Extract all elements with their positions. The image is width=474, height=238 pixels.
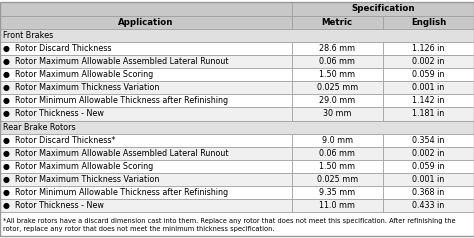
Bar	[0, 29, 474, 42]
Text: ●  Rotor Thickness - New: ● Rotor Thickness - New	[3, 201, 104, 210]
Bar	[0, 160, 292, 173]
Text: ●  Rotor Discard Thickness: ● Rotor Discard Thickness	[3, 44, 111, 53]
Bar	[383, 68, 474, 81]
Bar	[0, 134, 292, 147]
Bar	[0, 212, 474, 236]
Text: 30 mm: 30 mm	[323, 109, 352, 119]
Bar	[383, 107, 474, 120]
Text: 0.001 in: 0.001 in	[412, 175, 445, 184]
Text: English: English	[411, 18, 446, 27]
Text: ●  Rotor Thickness - New: ● Rotor Thickness - New	[3, 109, 104, 119]
Text: rotor, replace any rotor that does not meet the minimum thickness specification.: rotor, replace any rotor that does not m…	[3, 226, 274, 232]
Bar	[383, 186, 474, 199]
Bar	[292, 55, 383, 68]
Bar	[0, 147, 292, 160]
Text: 1.126 in: 1.126 in	[412, 44, 445, 53]
Bar	[0, 173, 292, 186]
Bar	[0, 94, 292, 107]
Bar	[0, 199, 292, 212]
Bar	[292, 42, 383, 55]
Bar	[292, 68, 383, 81]
Text: ●  Rotor Discard Thickness*: ● Rotor Discard Thickness*	[3, 136, 115, 145]
Bar	[383, 147, 474, 160]
Bar	[0, 55, 292, 68]
Bar	[0, 68, 292, 81]
Bar	[292, 147, 383, 160]
Text: 0.368 in: 0.368 in	[412, 188, 445, 197]
Text: 9.0 mm: 9.0 mm	[322, 136, 353, 145]
Text: 0.002 in: 0.002 in	[412, 149, 445, 158]
Text: 11.0 mm: 11.0 mm	[319, 201, 355, 210]
Bar	[383, 134, 474, 147]
Bar	[292, 81, 383, 94]
Text: ●  Rotor Minimum Allowable Thickness after Refinishing: ● Rotor Minimum Allowable Thickness afte…	[3, 188, 228, 197]
Bar	[292, 134, 383, 147]
Text: 9.35 mm: 9.35 mm	[319, 188, 356, 197]
Bar	[383, 160, 474, 173]
Text: 1.181 in: 1.181 in	[412, 109, 445, 119]
Text: *All brake rotors have a discard dimension cast into them. Replace any rotor tha: *All brake rotors have a discard dimensi…	[3, 218, 456, 223]
Text: ●  Rotor Minimum Allowable Thickness after Refinishing: ● Rotor Minimum Allowable Thickness afte…	[3, 96, 228, 105]
Text: Specification: Specification	[351, 5, 414, 13]
Bar	[383, 199, 474, 212]
Bar	[383, 55, 474, 68]
Bar	[292, 186, 383, 199]
Text: 0.06 mm: 0.06 mm	[319, 57, 355, 66]
Text: Metric: Metric	[322, 18, 353, 27]
Bar	[0, 81, 292, 94]
Bar	[383, 94, 474, 107]
Text: 0.002 in: 0.002 in	[412, 57, 445, 66]
Text: ●  Rotor Maximum Allowable Assembled Lateral Runout: ● Rotor Maximum Allowable Assembled Late…	[3, 149, 228, 158]
Text: 0.001 in: 0.001 in	[412, 83, 445, 92]
Text: 0.025 mm: 0.025 mm	[317, 83, 358, 92]
Bar	[383, 173, 474, 186]
Bar	[0, 42, 292, 55]
Text: ●  Rotor Maximum Thickness Variation: ● Rotor Maximum Thickness Variation	[3, 83, 159, 92]
Bar	[292, 173, 383, 186]
Text: ●  Rotor Maximum Allowable Scoring: ● Rotor Maximum Allowable Scoring	[3, 162, 153, 171]
Text: 0.059 in: 0.059 in	[412, 70, 445, 79]
Bar	[292, 2, 474, 15]
Text: ●  Rotor Maximum Allowable Scoring: ● Rotor Maximum Allowable Scoring	[3, 70, 153, 79]
Bar	[292, 160, 383, 173]
Text: 29.0 mm: 29.0 mm	[319, 96, 356, 105]
Text: 0.025 mm: 0.025 mm	[317, 175, 358, 184]
Bar	[383, 81, 474, 94]
Bar	[0, 120, 474, 134]
Text: 1.142 in: 1.142 in	[412, 96, 445, 105]
Text: ●  Rotor Maximum Thickness Variation: ● Rotor Maximum Thickness Variation	[3, 175, 159, 184]
Text: Application: Application	[118, 18, 173, 27]
Bar	[0, 186, 292, 199]
Bar	[0, 107, 292, 120]
Bar	[292, 94, 383, 107]
Text: Front Brakes: Front Brakes	[3, 31, 53, 40]
Bar	[383, 42, 474, 55]
Text: 0.06 mm: 0.06 mm	[319, 149, 355, 158]
Text: 0.433 in: 0.433 in	[412, 201, 445, 210]
Bar	[292, 107, 383, 120]
Text: Rear Brake Rotors: Rear Brake Rotors	[3, 123, 75, 132]
Bar	[0, 15, 292, 29]
Bar	[0, 2, 292, 15]
Text: 28.6 mm: 28.6 mm	[319, 44, 356, 53]
Bar	[292, 199, 383, 212]
Text: 0.059 in: 0.059 in	[412, 162, 445, 171]
Text: ●  Rotor Maximum Allowable Assembled Lateral Runout: ● Rotor Maximum Allowable Assembled Late…	[3, 57, 228, 66]
Text: 1.50 mm: 1.50 mm	[319, 162, 356, 171]
Bar	[292, 15, 383, 29]
Text: 0.354 in: 0.354 in	[412, 136, 445, 145]
Text: 1.50 mm: 1.50 mm	[319, 70, 356, 79]
Bar	[383, 15, 474, 29]
